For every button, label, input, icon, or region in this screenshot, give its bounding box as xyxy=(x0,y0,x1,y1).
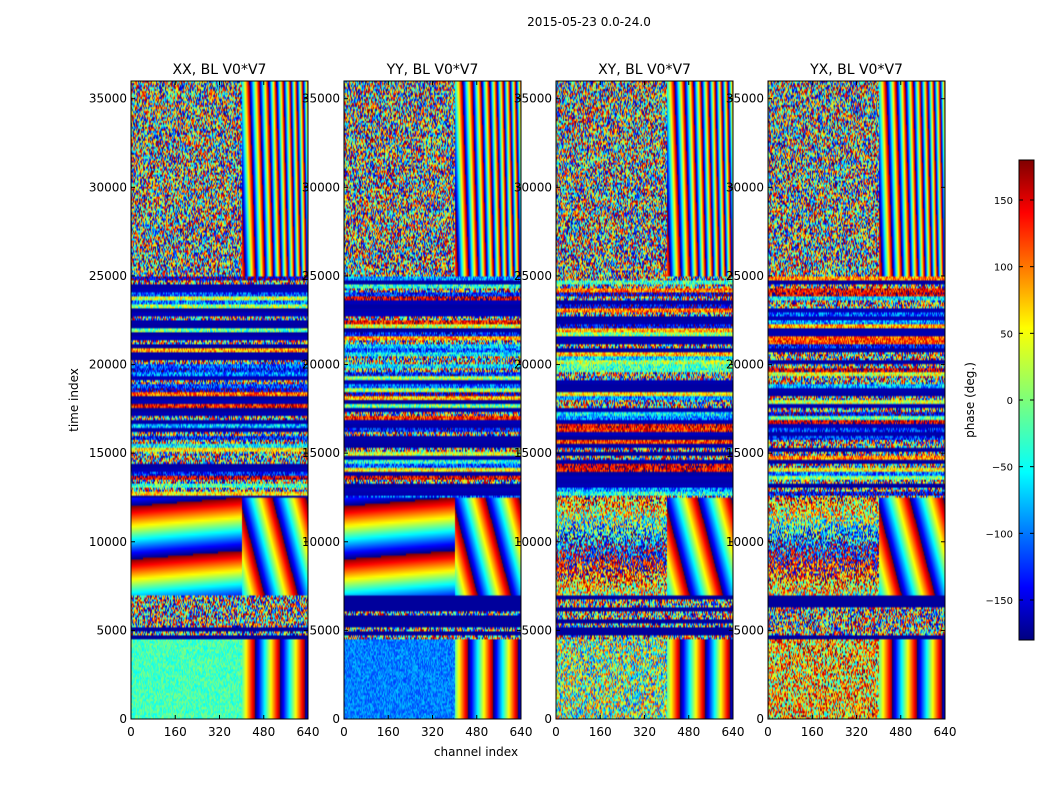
x-tick-label: 0 xyxy=(127,725,135,739)
colorbar-tick-label: −150 xyxy=(986,596,1013,607)
y-tick-label: 15000 xyxy=(302,446,340,460)
panel-4: YX, BL V0*V7 0 160 320 480 640 0 5000 10000 15000… xyxy=(726,62,957,739)
x-tick-label: 160 xyxy=(589,725,612,739)
panel-title: YY, BL V0*V7 xyxy=(386,62,479,78)
y-tick-label: 15000 xyxy=(514,446,552,460)
y-tick-label: 30000 xyxy=(302,180,340,194)
y-tick-label: 5000 xyxy=(521,623,552,637)
y-tick-label: 25000 xyxy=(89,269,127,283)
y-tick-label: 10000 xyxy=(514,535,552,549)
colorbar-tick-label: 150 xyxy=(994,196,1013,207)
colorbar-ticks: −150 −100 −50 0 50 100 150 xyxy=(986,196,1034,607)
x-tick-label: 160 xyxy=(164,725,187,739)
x-tick-label: 480 xyxy=(465,725,488,739)
heatmap-image xyxy=(768,81,945,719)
figure-suptitle: 2015-05-23 0.0-24.0 xyxy=(527,15,651,29)
colorbar-tick-label: −50 xyxy=(992,463,1013,474)
y-axis-label: time index xyxy=(67,368,81,432)
x-tick-label: 640 xyxy=(722,725,745,739)
x-tick-label: 480 xyxy=(252,725,275,739)
y-tick-label: 25000 xyxy=(726,269,764,283)
y-tick-label: 25000 xyxy=(302,269,340,283)
y-tick-label: 0 xyxy=(119,712,127,726)
y-tick-label: 20000 xyxy=(726,358,764,372)
y-tick-label: 15000 xyxy=(89,446,127,460)
panel-title: YX, BL V0*V7 xyxy=(809,62,903,78)
panel-title: XX, BL V0*V7 xyxy=(173,62,267,78)
x-tick-label: 0 xyxy=(552,725,560,739)
colorbar-tick-label: −100 xyxy=(986,529,1013,540)
y-tick-label: 10000 xyxy=(726,535,764,549)
heatmap-image xyxy=(556,81,733,719)
panel-title: XY, BL V0*V7 xyxy=(598,62,691,78)
y-tick-label: 35000 xyxy=(514,92,552,106)
y-tick-label: 30000 xyxy=(89,180,127,194)
x-tick-label: 160 xyxy=(377,725,400,739)
x-axis-label: channel index xyxy=(434,745,518,759)
x-tick-label: 480 xyxy=(677,725,700,739)
panel-2: YY, BL V0*V7 0 160 320 480 640 0 5000 10000 15000… xyxy=(302,62,533,739)
y-tick-label: 35000 xyxy=(302,92,340,106)
y-tick-label: 5000 xyxy=(96,623,127,637)
y-tick-label: 5000 xyxy=(733,623,764,637)
y-tick-label: 0 xyxy=(332,712,340,726)
x-tick-label: 0 xyxy=(764,725,772,739)
panel-3: XY, BL V0*V7 0 160 320 480 640 0 5000 10000 15000… xyxy=(514,62,745,739)
x-tick-label: 320 xyxy=(633,725,656,739)
y-tick-label: 35000 xyxy=(726,92,764,106)
colorbar-label: phase (deg.) xyxy=(963,362,977,438)
y-tick-label: 35000 xyxy=(89,92,127,106)
y-tick-label: 10000 xyxy=(89,535,127,549)
y-tick-label: 0 xyxy=(756,712,764,726)
y-tick-label: 20000 xyxy=(302,358,340,372)
y-tick-label: 20000 xyxy=(514,358,552,372)
heatmap-image xyxy=(131,81,308,719)
x-tick-label: 320 xyxy=(208,725,231,739)
y-tick-label: 30000 xyxy=(514,180,552,194)
y-tick-label: 30000 xyxy=(726,180,764,194)
heatmap-image xyxy=(344,81,521,719)
colorbar-tick-label: 100 xyxy=(994,263,1013,274)
x-tick-label: 640 xyxy=(934,725,957,739)
x-tick-label: 160 xyxy=(801,725,824,739)
x-tick-label: 320 xyxy=(845,725,868,739)
colorbar-tick-label: 0 xyxy=(1007,396,1013,407)
panels: XX, BL V0*V7 0 160 320 480 640 0 5000 10000 15000… xyxy=(89,62,957,739)
y-tick-label: 15000 xyxy=(726,446,764,460)
x-tick-label: 480 xyxy=(889,725,912,739)
y-tick-label: 25000 xyxy=(514,269,552,283)
x-tick-label: 0 xyxy=(340,725,348,739)
y-tick-label: 0 xyxy=(544,712,552,726)
x-tick-label: 640 xyxy=(297,725,320,739)
y-tick-label: 20000 xyxy=(89,358,127,372)
colorbar: −150 −100 −50 0 50 100 150 phase (deg.) xyxy=(963,159,1035,641)
x-tick-label: 640 xyxy=(510,725,533,739)
y-tick-label: 10000 xyxy=(302,535,340,549)
x-tick-label: 320 xyxy=(421,725,444,739)
y-tick-label: 5000 xyxy=(309,623,340,637)
colorbar-tick-label: 50 xyxy=(1000,329,1013,340)
panel-1: XX, BL V0*V7 0 160 320 480 640 0 5000 10000 15000… xyxy=(89,62,320,739)
